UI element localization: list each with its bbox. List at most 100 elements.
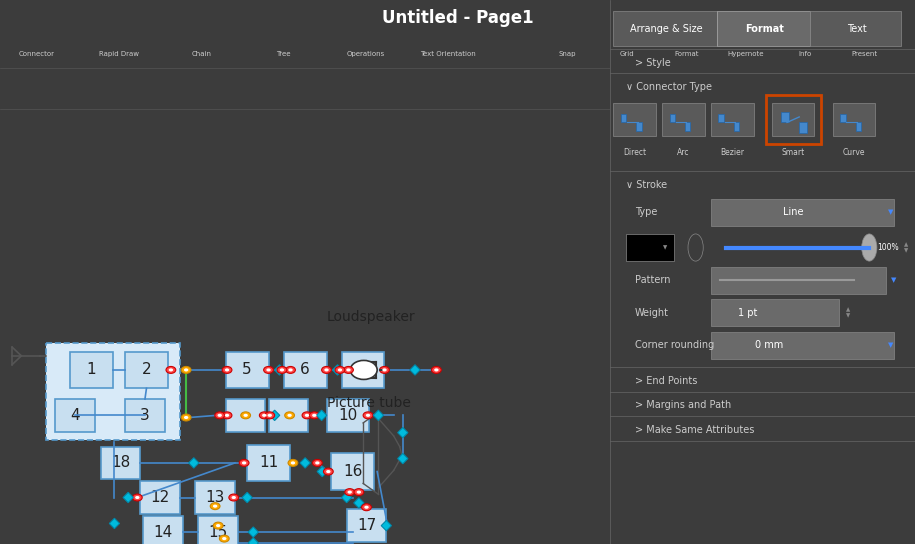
Text: 2: 2 — [142, 362, 151, 378]
Text: Operations: Operations — [347, 51, 385, 57]
FancyBboxPatch shape — [70, 351, 113, 388]
FancyBboxPatch shape — [101, 447, 140, 479]
Circle shape — [213, 522, 223, 529]
Text: Type: Type — [635, 207, 657, 217]
Circle shape — [225, 368, 230, 372]
Circle shape — [287, 414, 292, 417]
Text: Corner rounding: Corner rounding — [635, 341, 714, 350]
Polygon shape — [398, 453, 408, 464]
Polygon shape — [354, 498, 364, 508]
Text: 10: 10 — [339, 408, 358, 423]
Circle shape — [363, 412, 373, 419]
Text: 11: 11 — [259, 455, 278, 471]
Text: ∨ Stroke: ∨ Stroke — [626, 180, 667, 190]
FancyBboxPatch shape — [226, 399, 265, 431]
Circle shape — [366, 414, 371, 417]
Text: Picture tube: Picture tube — [327, 397, 411, 410]
FancyBboxPatch shape — [140, 481, 180, 514]
Polygon shape — [274, 364, 285, 375]
Circle shape — [220, 535, 229, 542]
Circle shape — [309, 412, 319, 419]
Circle shape — [288, 368, 293, 372]
Polygon shape — [318, 466, 328, 477]
Circle shape — [168, 368, 173, 372]
FancyBboxPatch shape — [771, 103, 814, 136]
Circle shape — [239, 460, 249, 466]
Circle shape — [346, 368, 350, 372]
Polygon shape — [109, 518, 120, 529]
Text: Text: Text — [847, 23, 867, 34]
Polygon shape — [248, 537, 258, 544]
Text: 14: 14 — [154, 524, 173, 540]
Text: Pattern: Pattern — [635, 275, 670, 285]
Polygon shape — [373, 410, 383, 421]
Text: Chain: Chain — [191, 51, 211, 57]
Text: Grid: Grid — [619, 51, 634, 57]
Circle shape — [229, 494, 239, 501]
Circle shape — [285, 367, 296, 373]
Text: ▼: ▼ — [888, 209, 893, 215]
Text: Untitled - Page1: Untitled - Page1 — [382, 9, 533, 27]
Circle shape — [291, 461, 296, 465]
Circle shape — [357, 491, 361, 493]
Text: Line: Line — [783, 207, 803, 217]
Text: Rapid Draw: Rapid Draw — [99, 51, 139, 57]
Text: 13: 13 — [206, 490, 225, 505]
Polygon shape — [242, 492, 253, 503]
Polygon shape — [410, 364, 420, 375]
Text: Bezier: Bezier — [720, 148, 744, 157]
Circle shape — [222, 367, 231, 373]
Polygon shape — [382, 521, 392, 531]
Text: Snap: Snap — [558, 51, 576, 57]
Polygon shape — [123, 492, 134, 503]
Circle shape — [213, 505, 218, 508]
Text: 3: 3 — [140, 408, 150, 423]
FancyBboxPatch shape — [780, 112, 789, 122]
FancyBboxPatch shape — [226, 351, 268, 388]
FancyBboxPatch shape — [833, 103, 876, 136]
Circle shape — [344, 367, 353, 373]
Text: 0 mm: 0 mm — [755, 341, 783, 350]
FancyBboxPatch shape — [711, 103, 754, 136]
Text: Arrange & Size: Arrange & Size — [630, 23, 703, 34]
FancyBboxPatch shape — [717, 11, 810, 46]
Circle shape — [267, 414, 272, 417]
Circle shape — [135, 496, 139, 499]
Text: Format: Format — [674, 51, 698, 57]
Circle shape — [313, 460, 322, 466]
Circle shape — [210, 503, 220, 510]
Text: Format: Format — [745, 23, 783, 34]
FancyBboxPatch shape — [55, 399, 94, 431]
FancyBboxPatch shape — [718, 114, 724, 122]
Polygon shape — [300, 458, 310, 468]
FancyBboxPatch shape — [125, 399, 165, 431]
Text: Present: Present — [852, 51, 877, 57]
FancyBboxPatch shape — [685, 122, 691, 131]
FancyBboxPatch shape — [46, 343, 180, 440]
FancyBboxPatch shape — [347, 509, 386, 542]
FancyBboxPatch shape — [247, 444, 290, 481]
FancyBboxPatch shape — [840, 114, 845, 122]
Text: Loudspeaker: Loudspeaker — [327, 310, 415, 324]
Text: ▼: ▼ — [888, 342, 893, 349]
Text: 5: 5 — [242, 362, 252, 378]
Text: Direct: Direct — [623, 148, 646, 157]
Polygon shape — [270, 410, 280, 421]
FancyBboxPatch shape — [711, 199, 894, 226]
Text: Text Orientation: Text Orientation — [421, 51, 476, 57]
Text: > Make Same Attributes: > Make Same Attributes — [635, 425, 754, 435]
Circle shape — [350, 361, 377, 380]
Circle shape — [345, 489, 355, 496]
Circle shape — [302, 412, 312, 419]
Polygon shape — [188, 458, 199, 468]
Text: Tree: Tree — [276, 51, 291, 57]
Circle shape — [215, 412, 224, 419]
Circle shape — [432, 367, 441, 373]
Circle shape — [435, 368, 438, 372]
Text: 18: 18 — [111, 455, 130, 471]
FancyBboxPatch shape — [284, 351, 327, 388]
Text: Info: Info — [799, 51, 812, 57]
Circle shape — [133, 494, 142, 501]
Text: 100%: 100% — [877, 243, 899, 252]
FancyBboxPatch shape — [342, 351, 384, 388]
